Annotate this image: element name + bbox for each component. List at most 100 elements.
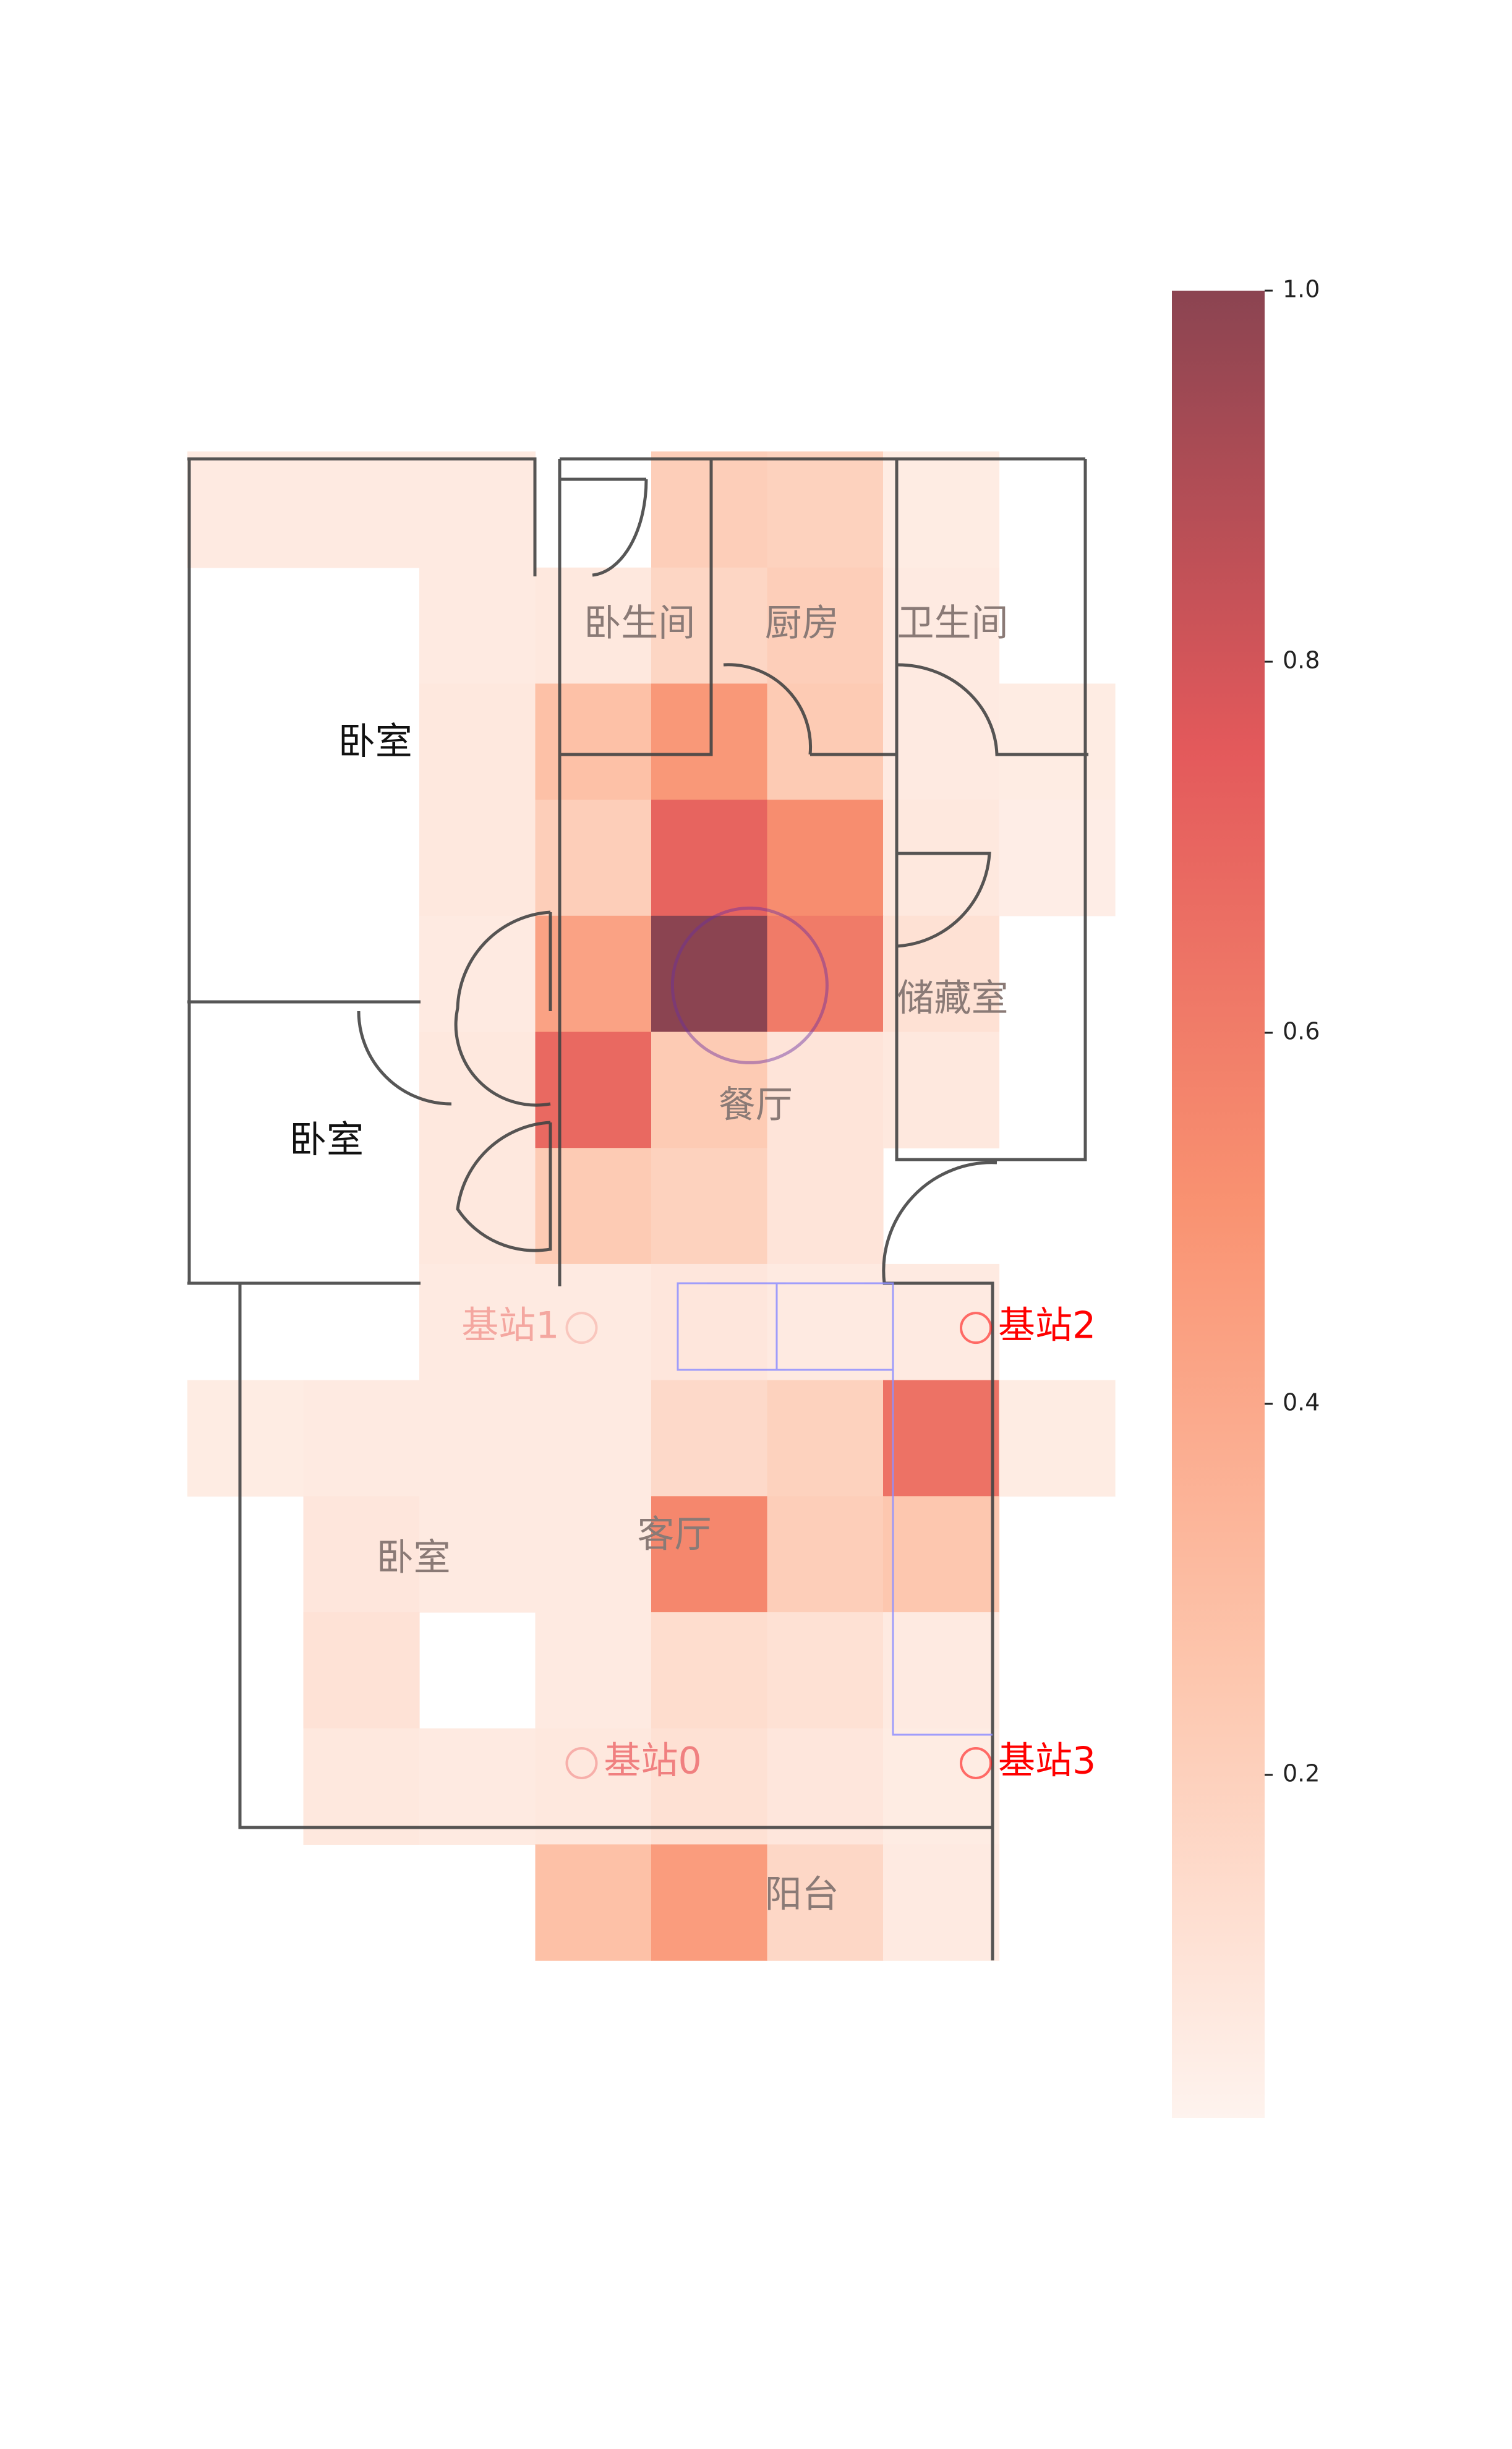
heatmap-cell	[651, 451, 768, 568]
heatmap-cell	[767, 1496, 884, 1613]
room-label: 卫生间	[897, 602, 1009, 645]
heatmap-cell	[651, 800, 768, 917]
colorbar-tick-label: 0.2	[1283, 1760, 1320, 1787]
heatmap-cell	[883, 1844, 1000, 1961]
heatmap-cell	[419, 800, 536, 917]
base-station-marker	[565, 1747, 598, 1780]
heatmap-cell	[535, 1263, 652, 1381]
heatmap-cell	[535, 567, 652, 684]
heatmap-cell	[651, 1844, 768, 1961]
heatmap-cell	[767, 1148, 884, 1265]
colorbar-tick-label: 0.4	[1283, 1389, 1320, 1416]
room-label: 客厅	[638, 1513, 712, 1557]
heatmap-cell	[651, 1612, 768, 1729]
heatmap-cell	[883, 915, 1000, 1033]
heatmap-cell	[767, 1844, 884, 1961]
heatmap-cell	[651, 683, 768, 800]
heatmap-cell	[651, 1148, 768, 1265]
heatmap-cell	[651, 1496, 768, 1613]
heatmap-cell	[767, 1380, 884, 1497]
colorbar-gradient	[1172, 291, 1265, 2118]
heatmap-cell	[419, 1496, 536, 1613]
heatmap-cell	[419, 567, 536, 684]
heatmap-cell	[999, 683, 1116, 800]
room-label: 卧室	[338, 720, 412, 764]
heatmap-cell	[535, 800, 652, 917]
heatmap-cell	[535, 683, 652, 800]
colorbar-tick-label: 1.0	[1283, 276, 1320, 303]
heatmap-cell	[767, 1612, 884, 1729]
heatmap-cell	[535, 1612, 652, 1729]
heatmap-cell	[419, 1380, 536, 1497]
heatmap-cell	[419, 1263, 536, 1381]
heatmap-cell	[419, 1148, 536, 1265]
colorbar-tick-label: 0.6	[1283, 1018, 1320, 1045]
heatmap-cell	[535, 915, 652, 1033]
heatmap-cell	[767, 1728, 884, 1845]
base-station-marker	[960, 1747, 992, 1780]
heatmap-cell	[883, 1496, 1000, 1613]
heatmap-cell	[535, 1728, 652, 1845]
heatmap-cell	[651, 1380, 768, 1497]
heatmap-cell	[303, 1496, 420, 1613]
heatmap-cell	[419, 915, 536, 1033]
heatmap-cell	[883, 683, 1000, 800]
room-label: 阳台	[765, 1873, 839, 1916]
heatmap-cell	[187, 451, 304, 568]
heatmap-cell	[767, 451, 884, 568]
heatmap-cell	[883, 1032, 1000, 1148]
estimated-position-circle	[670, 906, 829, 1064]
colorbar-tick-label: 0.8	[1283, 647, 1320, 674]
heatmap-cell	[767, 800, 884, 917]
heatmap-cell	[535, 1380, 652, 1497]
room-label: 卧室	[289, 1118, 364, 1161]
heatmap-cell	[303, 1612, 420, 1729]
heatmap-cell	[767, 683, 884, 800]
heatmap-cell	[535, 1496, 652, 1613]
heatmap-cell	[419, 683, 536, 800]
room-label: 卧室	[377, 1536, 451, 1579]
heatmap-cell	[651, 1032, 768, 1148]
base-station-marker	[960, 1312, 992, 1344]
heatmap-cell	[883, 1380, 1000, 1497]
heatmap-cell	[883, 451, 1000, 568]
base-stations: 基站0 基站1 基站2 基站3	[461, 1304, 1096, 1783]
furniture-outlines	[677, 1282, 993, 1736]
heatmap-cell	[767, 567, 884, 684]
colorbar: 1.0 0.8 0.6 0.4 0.2	[1172, 276, 1320, 2118]
floor-plan	[187, 457, 1088, 1960]
heatmap-cell	[303, 1380, 420, 1497]
room-label: 卧生间	[584, 602, 695, 645]
heatmap-cell	[883, 1612, 1000, 1729]
heatmap-cell	[651, 1263, 768, 1381]
heatmap-cell	[187, 1380, 304, 1497]
heatmap-cell	[419, 1728, 536, 1845]
base-station-label: 基站1	[461, 1304, 559, 1348]
heatmap-cell	[883, 800, 1000, 917]
room-label: 厨房	[765, 602, 839, 645]
heatmap-cell	[419, 451, 536, 568]
base-station-label: 基站3	[998, 1740, 1096, 1783]
heatmap-cell	[767, 1263, 884, 1381]
room-label: 储藏室	[897, 977, 1009, 1020]
heatmap-cell	[651, 567, 768, 684]
heatmap-cell	[651, 1728, 768, 1845]
heatmap-cell	[651, 915, 768, 1033]
heatmap-cell	[535, 1148, 652, 1265]
base-station-label: 基站2	[998, 1304, 1096, 1348]
base-station-label: 基站0	[604, 1740, 702, 1783]
heatmap-cell	[767, 915, 884, 1033]
colorbar-ticks: 1.0 0.8 0.6 0.4 0.2	[1265, 276, 1320, 1787]
heatmap-cell	[535, 1844, 652, 1961]
heatmap-cell	[767, 1032, 884, 1148]
heatmap-cell	[535, 1032, 652, 1148]
heatmap-cell	[999, 800, 1116, 917]
heatmap-cell	[999, 1380, 1116, 1497]
heatmap-cell	[303, 1728, 420, 1845]
room-label: 餐厅	[719, 1083, 793, 1127]
heatmap-cell	[303, 451, 420, 568]
estimate-layer	[670, 906, 829, 1064]
base-station-marker	[565, 1312, 598, 1344]
